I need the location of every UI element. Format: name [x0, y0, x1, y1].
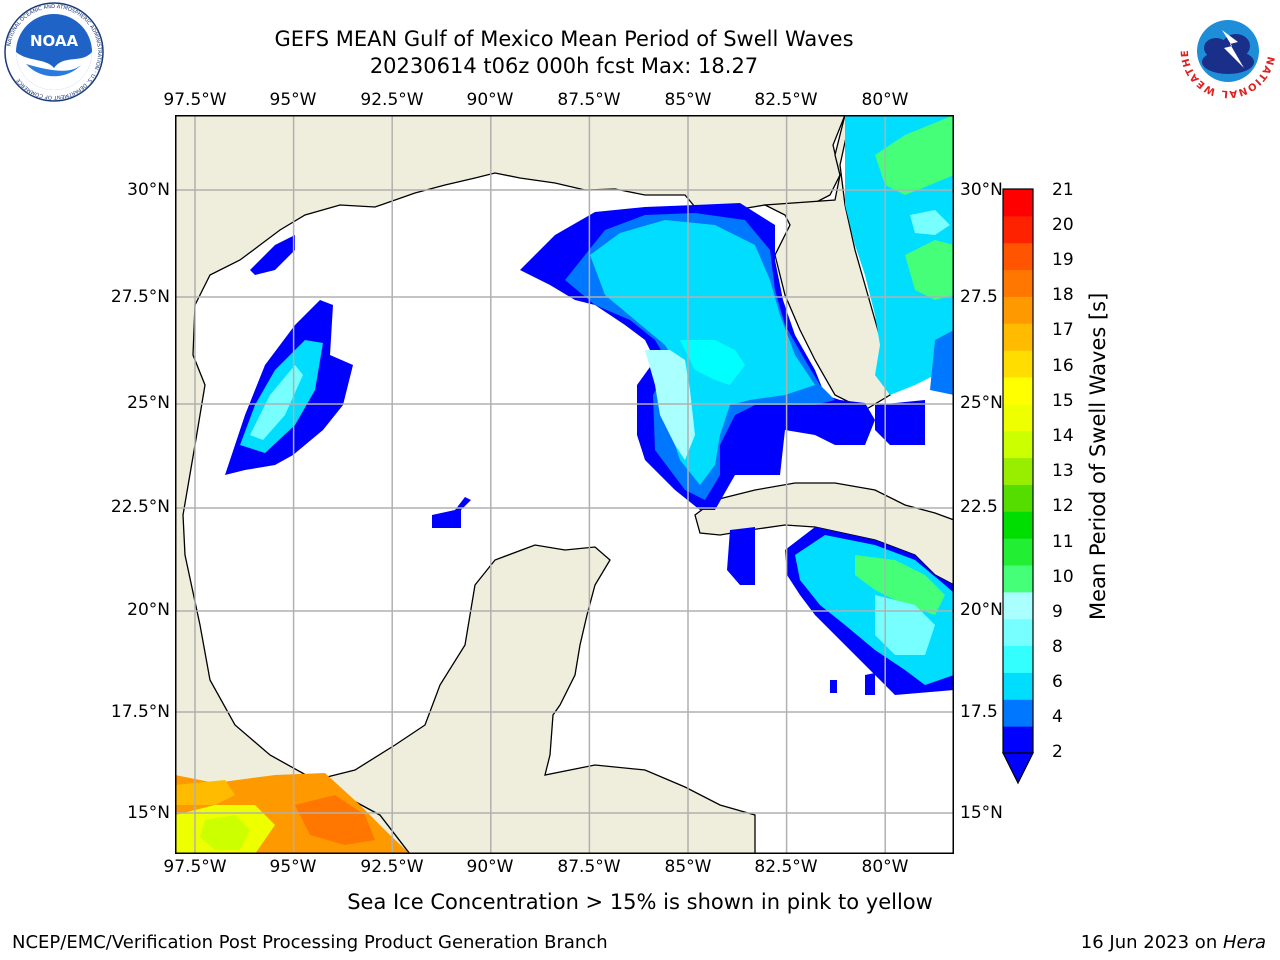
lon-label: 95°W [269, 857, 317, 877]
lon-label: 97.5°W [163, 857, 227, 877]
lon-label: 80°W [861, 857, 909, 877]
colorbar-band [1003, 350, 1033, 378]
graticule [175, 115, 954, 854]
lon-label: 90°W [466, 90, 514, 110]
colorbar-extend-triangle [1002, 752, 1034, 785]
lon-label: 90°W [466, 857, 514, 877]
colorbar-tick: 8 [1052, 637, 1063, 657]
colorbar [1002, 188, 1034, 785]
colorbar-band [1003, 457, 1033, 485]
colorbar-band [1003, 726, 1033, 754]
colorbar-tick: 12 [1052, 496, 1074, 516]
colorbar-tick: 2 [1052, 742, 1063, 762]
colorbar-band [1003, 189, 1033, 217]
nws-logo: NATIONAL WEATHER SERVICE [1178, 2, 1275, 99]
colorbar-band [1003, 377, 1033, 405]
lon-label: 87.5°W [557, 857, 621, 877]
lon-label: 85°W [664, 857, 712, 877]
colorbar-band [1003, 699, 1033, 727]
colorbar-label: Mean Period of Swell Waves [s] [1086, 292, 1110, 620]
colorbar-tick: 14 [1052, 426, 1074, 446]
lon-label: 92.5°W [360, 90, 424, 110]
land-florida [762, 115, 891, 411]
colorbar-tick: 15 [1052, 391, 1074, 411]
lat-label: 27.5 [960, 287, 998, 307]
lon-label: 82.5°W [754, 857, 818, 877]
colorbar-tick: 6 [1052, 672, 1063, 692]
lat-label: 20°N [960, 600, 1003, 620]
lat-label: 30°N [127, 180, 170, 200]
lat-label: 25°N [127, 393, 170, 413]
colorbar-band [1003, 511, 1033, 539]
credit-date: 16 Jun 2023 on Hera [1081, 932, 1266, 953]
colorbar-tick: 19 [1052, 250, 1074, 270]
colorbar-band [1003, 269, 1033, 297]
credit-date-text: 16 Jun 2023 on [1080, 932, 1223, 953]
lon-label: 82.5°W [754, 90, 818, 110]
colorbar-tick: 13 [1052, 461, 1074, 481]
lat-label: 20°N [127, 600, 170, 620]
lon-label: 87.5°W [557, 90, 621, 110]
lon-label: 92.5°W [360, 857, 424, 877]
lat-label: 30°N [960, 180, 1003, 200]
colorbar-tick: 10 [1052, 567, 1074, 587]
colorbar-tick: 9 [1052, 602, 1063, 622]
colorbar-tick: 17 [1052, 320, 1074, 340]
lon-label: 97.5°W [163, 90, 227, 110]
map-subtitle: 20230614 t06z 000h fcst Max: 18.27 [369, 54, 759, 78]
colorbar-band [1003, 591, 1033, 620]
credit-machine: Hera [1222, 932, 1266, 953]
sea-ice-caption: Sea Ice Concentration > 15% is shown in … [347, 890, 933, 914]
map-title: GEFS MEAN Gulf of Mexico Mean Period of … [274, 27, 854, 51]
colorbar-tick: 20 [1052, 215, 1074, 235]
lat-label: 17.5°N [110, 702, 170, 722]
colorbar-band [1003, 618, 1033, 647]
colorbar-band [1003, 403, 1033, 432]
lon-label: 95°W [269, 90, 317, 110]
lon-label: 80°W [861, 90, 909, 110]
map-panel [175, 115, 954, 854]
colorbar-band [1003, 484, 1033, 512]
lat-label: 22.5 [960, 497, 998, 517]
lat-label: 27.5°N [110, 287, 170, 307]
noaa-logo: NOAA NATIONAL OCEANIC AND ATMOSPHERIC AD… [4, 2, 104, 102]
noaa-logo-text: NOAA [30, 32, 79, 50]
land-yucatan [313, 544, 756, 854]
lat-label: 25°N [960, 393, 1003, 413]
colorbar-band [1003, 672, 1033, 700]
colorbar-band [1003, 645, 1033, 673]
lat-label: 22.5°N [110, 497, 170, 517]
lat-label: 17.5 [960, 702, 998, 722]
colorbar-band [1003, 565, 1033, 593]
colorbar-tick: 21 [1052, 180, 1074, 200]
colorbar-tick: 18 [1052, 285, 1074, 305]
colorbar-bands [1003, 189, 1033, 754]
colorbar-band [1003, 430, 1033, 459]
colorbar-band [1003, 242, 1033, 271]
lon-label: 85°W [664, 90, 712, 110]
colorbar-band [1003, 215, 1033, 244]
credit-branch: NCEP/EMC/Verification Post Processing Pr… [12, 932, 608, 953]
colorbar-band [1003, 296, 1033, 324]
colorbar-band [1003, 538, 1033, 566]
colorbar-tick: 16 [1052, 356, 1074, 376]
colorbar-band [1003, 323, 1033, 351]
lat-label: 15°N [960, 803, 1003, 823]
colorbar-tick: 11 [1052, 532, 1074, 552]
lat-label: 15°N [127, 803, 170, 823]
swell-shading [175, 115, 954, 854]
colorbar-tick: 4 [1052, 707, 1063, 727]
